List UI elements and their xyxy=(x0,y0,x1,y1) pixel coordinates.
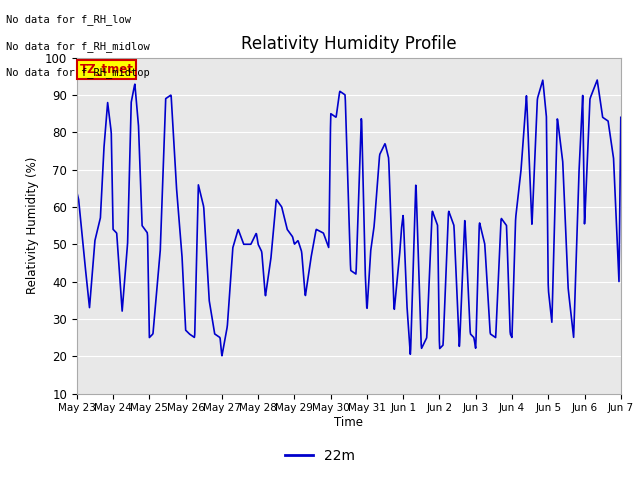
Text: No data for f_RH_midlow: No data for f_RH_midlow xyxy=(6,41,150,52)
Text: No data for f_RH_midtop: No data for f_RH_midtop xyxy=(6,67,150,78)
Y-axis label: Relativity Humidity (%): Relativity Humidity (%) xyxy=(26,157,39,294)
Text: TZ_tmet: TZ_tmet xyxy=(79,63,133,76)
Legend: 22m: 22m xyxy=(280,443,360,468)
X-axis label: Time: Time xyxy=(334,416,364,429)
Text: No data for f_RH_low: No data for f_RH_low xyxy=(6,14,131,25)
Title: Relativity Humidity Profile: Relativity Humidity Profile xyxy=(241,35,456,53)
